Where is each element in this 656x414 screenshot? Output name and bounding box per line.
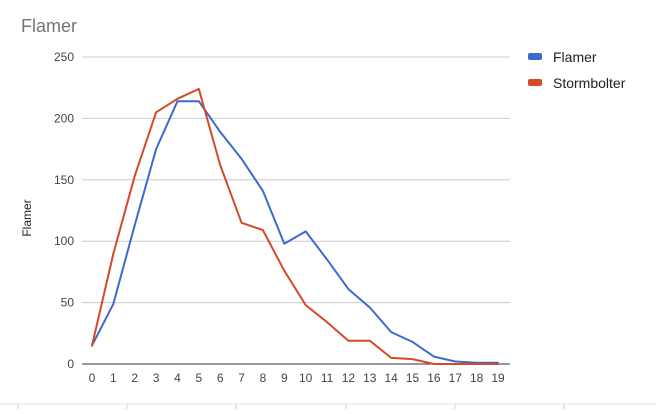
gridlines — [82, 56, 510, 365]
y-tick-label: 100 — [54, 234, 74, 248]
x-tick-label: 2 — [131, 371, 138, 385]
series-lines — [91, 87, 499, 365]
x-tick-label: 6 — [217, 371, 224, 385]
x-tick-label: 18 — [470, 371, 484, 385]
series-line-flamer — [91, 100, 499, 364]
y-tick-label: 200 — [54, 111, 74, 125]
y-tick-label: 0 — [67, 357, 74, 371]
legend-label: Stormbolter — [553, 75, 626, 91]
x-tick-label: 12 — [342, 371, 356, 385]
y-axis-ticks: 0 50 100 150 200 250 — [54, 50, 74, 371]
x-tick-label: 9 — [281, 371, 288, 385]
x-tick-label: 14 — [384, 371, 398, 385]
chart-title: Flamer — [21, 16, 78, 36]
x-tick-label: 8 — [260, 371, 267, 385]
bottom-frame — [0, 403, 656, 409]
x-tick-label: 7 — [238, 371, 245, 385]
x-tick-label: 17 — [449, 371, 463, 385]
x-tick-label: 3 — [153, 371, 160, 385]
legend: Flamer Stormbolter — [528, 49, 626, 91]
x-tick-label: 19 — [491, 371, 505, 385]
x-tick-label: 15 — [406, 371, 420, 385]
x-tick-label: 13 — [363, 371, 377, 385]
x-tick-label: 10 — [299, 371, 313, 385]
x-tick-label: 11 — [321, 371, 334, 385]
x-tick-label: 1 — [110, 371, 117, 385]
legend-swatch — [528, 79, 542, 86]
x-tick-label: 0 — [89, 371, 96, 385]
x-tick-label: 5 — [195, 371, 202, 385]
legend-label: Flamer — [553, 49, 597, 65]
y-tick-label: 50 — [61, 296, 75, 310]
series-line-stormbolter — [91, 87, 499, 365]
y-axis-label: Flamer — [20, 199, 34, 236]
x-tick-label: 4 — [174, 371, 181, 385]
y-tick-label: 250 — [54, 50, 74, 64]
y-tick-label: 150 — [54, 173, 74, 187]
x-axis-ticks: 0 1 2 3 4 5 6 7 8 9 10 11 12 13 14 15 16 17 18 19 — [89, 371, 505, 385]
x-tick-label: 16 — [427, 371, 441, 385]
legend-swatch — [528, 53, 542, 60]
